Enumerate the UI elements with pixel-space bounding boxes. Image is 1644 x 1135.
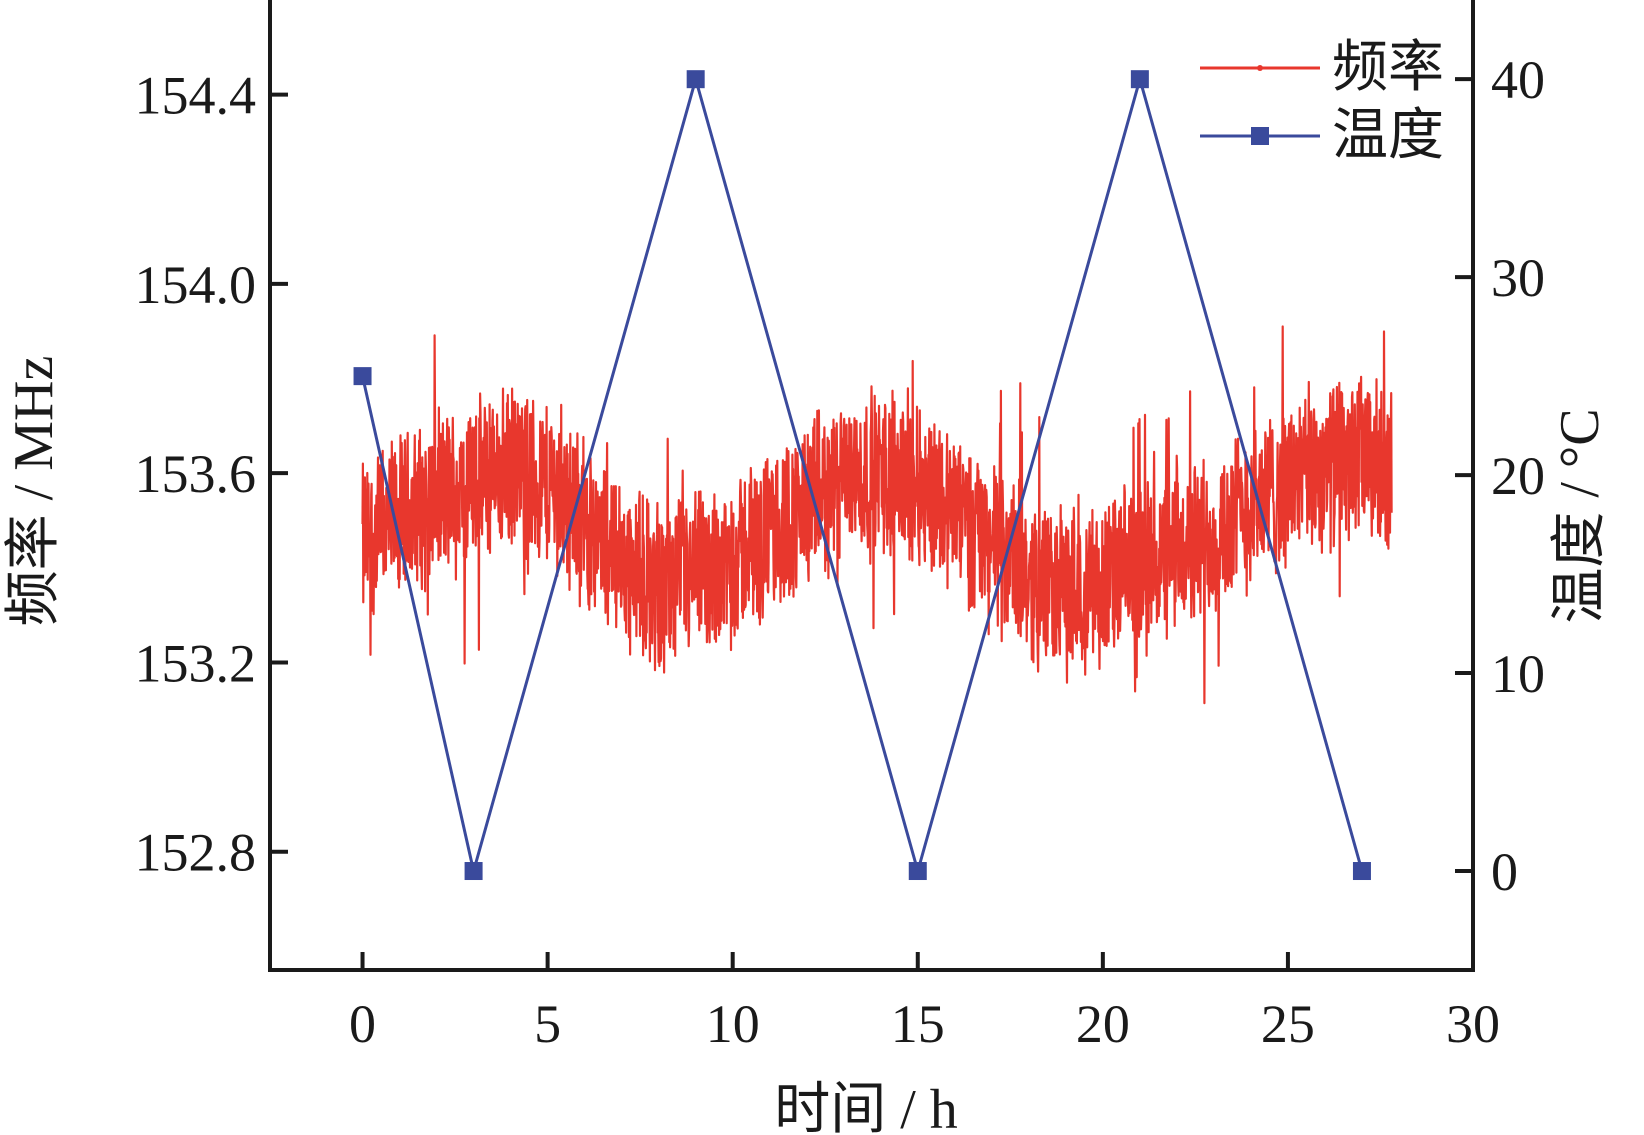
temperature-point	[1130, 70, 1149, 89]
y2-axis-title: 温度 / °C	[1549, 408, 1611, 623]
y2-tick-label: 20	[1491, 446, 1545, 506]
y-tick-label: 152.8	[135, 823, 257, 883]
y2-tick-label: 10	[1491, 644, 1545, 704]
y2-tick-label: 40	[1491, 50, 1545, 110]
temperature-point	[908, 862, 927, 881]
temperature-point	[1352, 862, 1371, 881]
x-tick-label: 30	[1446, 994, 1500, 1054]
y-tick-label: 154.0	[135, 255, 257, 315]
y2-tick-label: 0	[1491, 842, 1518, 902]
y-tick-label: 153.6	[135, 444, 257, 504]
x-tick-label: 5	[534, 994, 561, 1054]
x-tick-label: 0	[349, 994, 376, 1054]
temperature-series	[353, 70, 1371, 881]
x-tick-label: 10	[706, 994, 760, 1054]
legend-temperature-label: 温度	[1332, 105, 1444, 167]
temperature-point	[686, 70, 705, 89]
temperature-point	[464, 862, 483, 881]
frequency-series	[361, 325, 1393, 705]
x-tick-label: 20	[1076, 994, 1130, 1054]
frequency-line	[361, 325, 1393, 705]
y-axis-title: 频率 / MHz	[3, 356, 65, 627]
temperature-line	[361, 73, 1364, 877]
x-axis-title: 时间 / h	[774, 1079, 958, 1135]
legend-temperature-marker	[1251, 127, 1269, 145]
y-tick-label: 153.2	[135, 633, 257, 693]
legend-frequency-marker	[1257, 65, 1263, 71]
x-tick-label: 15	[891, 994, 945, 1054]
y-tick-label: 154.4	[135, 66, 257, 126]
x-tick-label: 25	[1261, 994, 1315, 1054]
temperature-point	[353, 367, 372, 386]
legend-frequency-label: 频率	[1332, 37, 1444, 99]
y2-tick-label: 30	[1491, 248, 1545, 308]
